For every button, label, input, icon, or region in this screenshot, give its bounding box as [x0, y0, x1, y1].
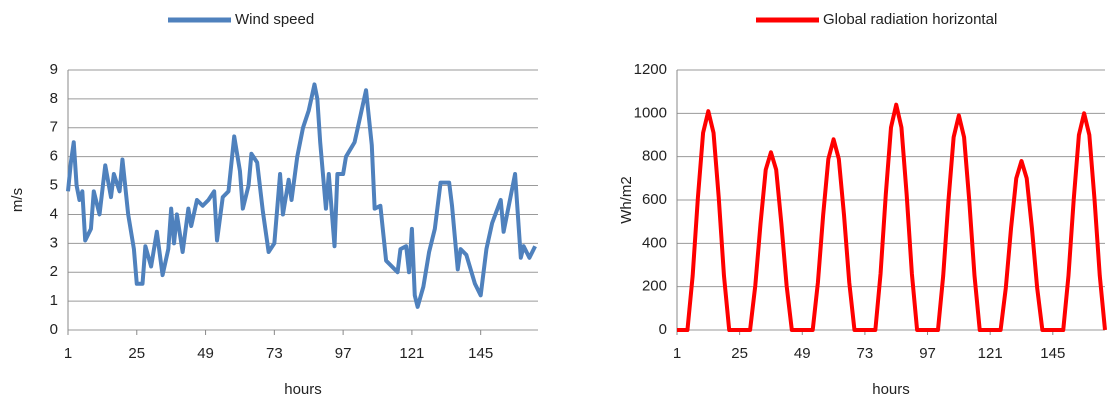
x-tick-label: 49 [197, 345, 214, 362]
x-tick-label: 25 [128, 345, 145, 362]
y-tick-label: 1200 [634, 61, 667, 78]
legend-label: Wind speed [235, 11, 314, 28]
x-tick-label: 121 [399, 345, 424, 362]
data-line [66, 82, 537, 309]
legend-label: Global radiation horizontal [823, 11, 997, 28]
x-tick-label: 49 [794, 345, 811, 362]
x-tick-label: 73 [857, 345, 874, 362]
x-axis-label: hours [872, 381, 910, 398]
y-tick-label: 4 [50, 205, 58, 222]
x-axis-label: hours [284, 381, 322, 398]
x-tick-label: 145 [1040, 345, 1065, 362]
y-tick-label: 200 [642, 278, 667, 295]
y-axis-label: m/s [9, 188, 26, 212]
x-tick-label: 1 [64, 345, 72, 362]
y-tick-label: 9 [50, 61, 58, 78]
y-tick-label: 1000 [634, 104, 667, 121]
x-tick-label: 25 [731, 345, 748, 362]
y-tick-label: 2 [50, 263, 58, 280]
y-tick-label: 400 [642, 234, 667, 251]
x-tick-label: 97 [335, 345, 352, 362]
y-tick-label: 0 [659, 321, 667, 338]
x-tick-label: 1 [673, 345, 681, 362]
y-tick-label: 7 [50, 119, 58, 136]
data-line [677, 102, 1107, 332]
y-tick-label: 6 [50, 148, 58, 165]
y-tick-label: 3 [50, 234, 58, 251]
y-tick-label: 8 [50, 90, 58, 107]
x-tick-label: 73 [266, 345, 283, 362]
x-tick-label: 145 [468, 345, 493, 362]
x-tick-label: 97 [919, 345, 936, 362]
y-tick-label: 5 [50, 177, 58, 194]
x-tick-label: 121 [978, 345, 1003, 362]
y-tick-label: 1 [50, 292, 58, 309]
y-tick-label: 800 [642, 148, 667, 165]
y-axis-label: Wh/m2 [618, 176, 635, 224]
y-tick-label: 0 [50, 321, 58, 338]
y-tick-label: 600 [642, 191, 667, 208]
